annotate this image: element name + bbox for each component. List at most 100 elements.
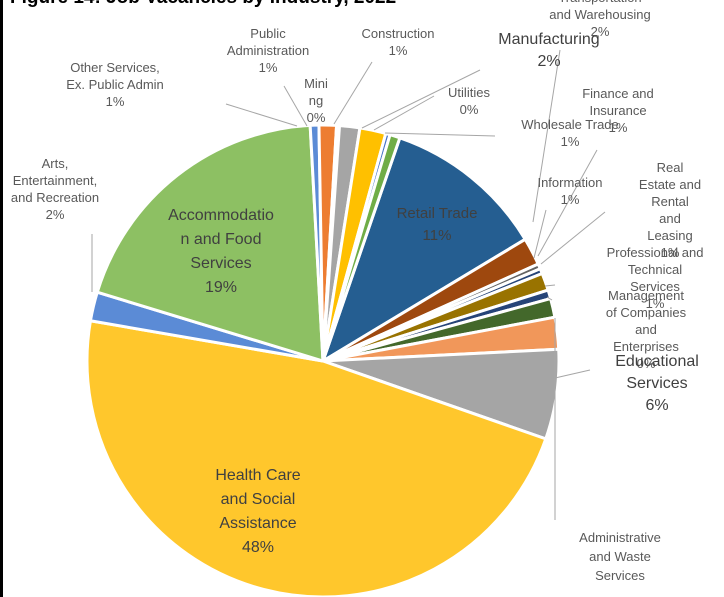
slice-label-line: Ex. Public Admin	[66, 77, 164, 92]
slice-label-line: Administration	[227, 43, 309, 58]
slice-label-line: and Recreation	[11, 190, 99, 205]
leader-line-finance-and-insurance	[537, 149, 598, 257]
slice-retail-trade	[321, 136, 527, 363]
slice-label-information: Information 1%	[537, 175, 602, 207]
slice-label-line: Wholesale Trade	[521, 117, 619, 132]
leader-line-manufacturing	[361, 69, 481, 129]
slice-label-line: 1%	[106, 94, 125, 109]
slice-label-transportation-and-warehousing: Transportation and Warehousing 2%	[549, 0, 650, 39]
slice-label-line: and	[635, 322, 657, 337]
leader-line-wholesale-trade	[384, 132, 496, 137]
slice-label-line: 1%	[561, 192, 580, 207]
slice-label-line: Services	[595, 568, 645, 583]
slice-label-line: Enterprises	[613, 339, 679, 354]
slice-label-line: Services	[630, 279, 680, 294]
slice-label-line: Estate and	[639, 177, 701, 192]
slice-label-health-care-and-social-assistance: Health Care and Social Assistance 48%	[215, 467, 300, 556]
frame-border	[0, 0, 3, 597]
slice-labels: Retail Trade 11% Transportation and Warehou…	[11, 0, 704, 583]
slice-label-line: Rental	[651, 194, 689, 209]
slice-label-line: Real	[657, 160, 684, 175]
slice-label-line: Services	[190, 255, 251, 272]
slice-label-line: Accommodatio	[168, 207, 274, 224]
slice-label-line: Arts,	[42, 156, 69, 171]
slice-label-line: and	[659, 211, 681, 226]
slice-label-line: 0%	[460, 102, 479, 117]
slice-label-finance-and-insurance: Finance and Insurance 1%	[582, 86, 654, 135]
slice-label-line: Mini	[304, 76, 328, 91]
slice-label-line: ng	[309, 93, 323, 108]
slice-label-line: Construction	[362, 26, 435, 41]
leader-line-real-estate-and-rental-and-leasing	[540, 211, 606, 265]
slice-label-line: 48%	[242, 539, 274, 556]
slice-label-line: Utilities	[448, 85, 490, 100]
slice-label-line: 1%	[661, 245, 680, 260]
slice-label-line: 1%	[259, 60, 278, 75]
leader-line-transportation-and-warehousing	[532, 49, 561, 223]
slice-label-utilities: Utilities 0%	[448, 85, 490, 117]
leader-line-public-administration	[283, 85, 308, 127]
slice-label-arts-entertainment-and-recreation: Arts, Entertainment, and Recreation 2%	[11, 156, 99, 222]
slice-label-mining: Mini ng 0%	[304, 76, 328, 125]
slice-label-management-of-companies-and-enterprises: Management of Companies and Enterprises 0%	[606, 288, 687, 371]
slice-label-wholesale-trade: Wholesale Trade 1%	[521, 117, 619, 149]
slice-label-line: and Warehousing	[549, 7, 650, 22]
slice-label-other-services-ex-public-admin: Other Services, Ex. Public Admin 1%	[66, 60, 164, 109]
slice-label-line: 2%	[46, 207, 65, 222]
slice-label-line: 11%	[423, 227, 452, 244]
slice-label-manufacturing: Manufacturing 2%	[498, 31, 599, 70]
slice-label-line: 2%	[537, 53, 560, 70]
pie-slices	[85, 123, 561, 597]
chart-title: Figure 14: Job Vacancies by Industry, 20…	[10, 0, 396, 9]
slice-label-public-administration: Public Administration 1%	[227, 26, 309, 75]
slice-label-line: Finance and	[582, 86, 654, 101]
slice-label-line: 19%	[205, 279, 237, 296]
slice-label-line: 1%	[561, 134, 580, 149]
slice-label-line: Administrative	[579, 530, 661, 545]
leader-line-management-of-companies-and-enterprises	[546, 296, 553, 301]
slice-label-line: Insurance	[589, 103, 646, 118]
slice-label-line: Technical	[628, 262, 682, 277]
slice-label-line: Educational	[615, 353, 699, 370]
slice-label-line: and Social	[221, 491, 296, 508]
leader-line-professional-and-technical-services	[544, 284, 556, 287]
slice-label-professional-and-technical-services: Professional and Technical Services 1%	[607, 245, 704, 311]
leader-line-construction	[333, 61, 373, 125]
leader-line-educational-services	[554, 369, 591, 379]
slice-label-line: Health Care	[215, 467, 300, 484]
slice-label-line: Assistance	[219, 515, 296, 532]
slice-label-line: Services	[626, 375, 687, 392]
slice-label-retail-trade: Retail Trade 11%	[397, 205, 478, 244]
slice-label-construction: Construction 1%	[362, 26, 435, 58]
leader-line-other-services-ex-public-admin	[225, 103, 298, 127]
slice-label-line: 2%	[591, 24, 610, 39]
slice-label-line: n and Food	[181, 231, 262, 248]
slice-label-line: Transportation	[558, 0, 641, 5]
slice-label-real-estate-and-rental-and-leasing: Real Estate and Rental and Leasing 1%	[639, 160, 701, 260]
leader-line-information	[533, 209, 547, 259]
slice-label-accommodation-and-food-services: Accommodatio n and Food Services 19%	[168, 207, 274, 296]
slice-label-line: 0%	[307, 110, 326, 125]
slice-wholesale-trade	[321, 133, 402, 363]
slice-label-line: Manufacturing	[498, 31, 599, 48]
slice-label-line: Management	[608, 288, 684, 303]
slice-label-line: 0%	[637, 356, 656, 371]
slice-label-line: Information	[537, 175, 602, 190]
slice-label-line: 1%	[609, 120, 628, 135]
slice-label-administrative-and-waste-services: Administrative and Waste Services	[579, 530, 661, 583]
slice-health-care-and-social-assistance	[85, 319, 548, 597]
slice-label-line: and Waste	[589, 549, 651, 564]
slice-label-line: 6%	[645, 397, 668, 414]
slice-accommodation-and-food-services	[95, 123, 325, 363]
slice-label-line: Retail Trade	[397, 205, 478, 222]
leader-lines	[91, 49, 606, 520]
slice-label-educational-services: Educational Services 6%	[615, 353, 699, 414]
slice-label-line: of Companies	[606, 305, 687, 320]
slice-label-line: 1%	[646, 296, 665, 311]
slice-label-line: 1%	[389, 43, 408, 58]
slice-label-line: Leasing	[647, 228, 693, 243]
slice-label-line: Other Services,	[70, 60, 160, 75]
slice-label-line: Professional and	[607, 245, 704, 260]
